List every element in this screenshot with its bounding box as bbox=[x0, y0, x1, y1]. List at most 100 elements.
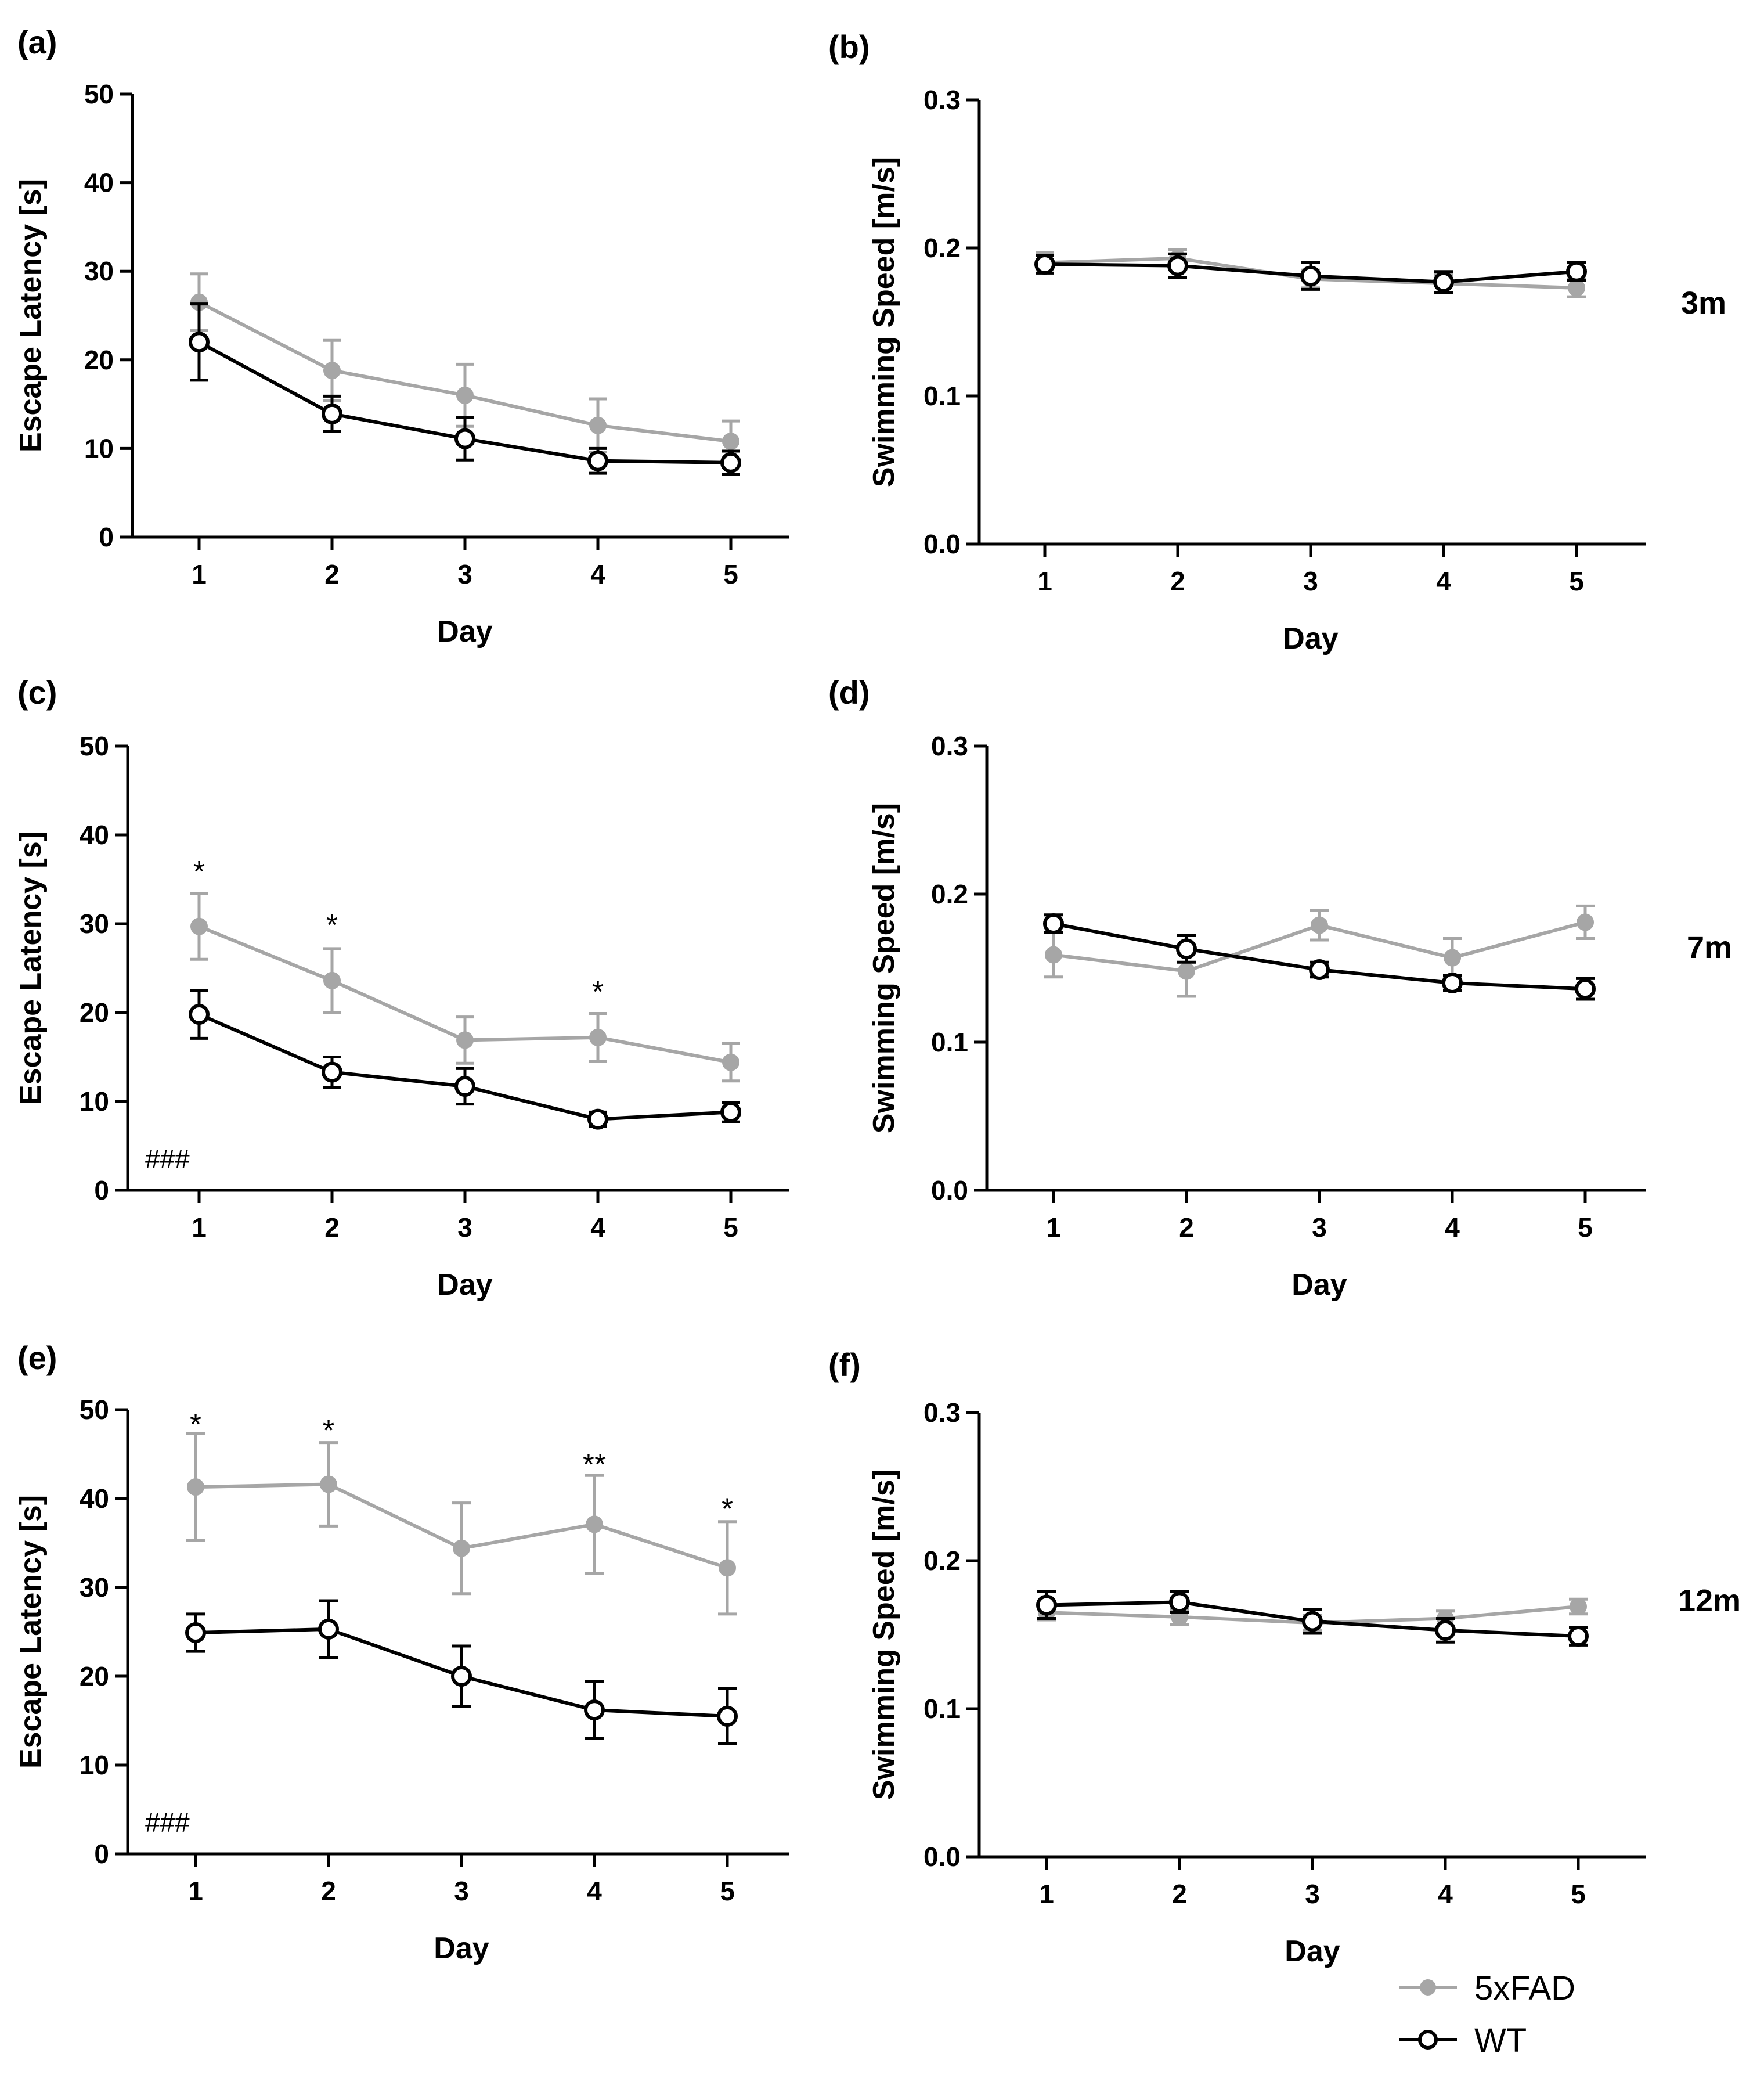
y-axis-title: Escape Latency [s] bbox=[14, 1495, 48, 1769]
significance-marker: * bbox=[326, 909, 338, 942]
y-tick-label: 0.3 bbox=[924, 85, 961, 115]
legend-5xfad-marker bbox=[1399, 1979, 1457, 1996]
x-tick-label: 1 bbox=[1039, 1879, 1054, 1909]
y-tick-label: 40 bbox=[80, 820, 109, 850]
series-wt bbox=[189, 989, 741, 1130]
data-point-wt bbox=[454, 428, 475, 449]
data-point-wt bbox=[1566, 261, 1587, 282]
data-point-5xfad bbox=[722, 433, 739, 451]
significance-marker: * bbox=[190, 1408, 201, 1442]
group-effect-note: ### bbox=[145, 1144, 190, 1174]
legend-item-5xfad: 5xFAD bbox=[1393, 1965, 1718, 2012]
data-point-wt bbox=[1034, 254, 1055, 275]
y-tick-label: 0.0 bbox=[924, 529, 961, 559]
x-tick-label: 3 bbox=[454, 1876, 469, 1906]
age-label: 3m bbox=[1681, 286, 1726, 320]
data-point-wt bbox=[185, 1622, 206, 1644]
data-point-wt bbox=[1435, 1619, 1456, 1641]
data-point-wt bbox=[322, 1061, 342, 1083]
legend-item-wt: WT bbox=[1393, 2018, 1718, 2064]
legend-wt-label: WT bbox=[1474, 2022, 1527, 2059]
y-tick-label: 0.3 bbox=[931, 731, 968, 761]
data-point-wt bbox=[322, 403, 342, 424]
y-axis-title: Swimming Speed [m/s] bbox=[867, 803, 901, 1133]
data-point-wt bbox=[189, 332, 210, 353]
x-tick-label: 4 bbox=[590, 1212, 605, 1243]
panel-label: (c) bbox=[17, 674, 57, 711]
data-point-5xfad bbox=[190, 293, 208, 311]
series-wt bbox=[1043, 913, 1596, 1001]
legend: 5xFAD WT bbox=[1393, 1965, 1718, 2070]
data-point-5xfad bbox=[453, 1539, 470, 1557]
data-point-5xfad bbox=[1178, 962, 1195, 980]
data-point-wt bbox=[587, 450, 608, 471]
y-tick-label: 0.0 bbox=[931, 1175, 968, 1205]
x-tick-label: 5 bbox=[1571, 1879, 1586, 1909]
x-tick-label: 5 bbox=[720, 1876, 735, 1906]
y-tick-label: 0.0 bbox=[924, 1842, 961, 1872]
data-point-5xfad bbox=[1568, 279, 1585, 297]
x-tick-label: 1 bbox=[192, 1212, 207, 1243]
x-tick-label: 2 bbox=[1179, 1212, 1194, 1243]
data-point-wt bbox=[1300, 265, 1321, 287]
data-point-5xfad bbox=[722, 1053, 739, 1071]
data-point-5xfad bbox=[1444, 949, 1461, 967]
data-point-wt bbox=[1169, 1591, 1190, 1613]
data-point-wt bbox=[1568, 1626, 1589, 1647]
x-tick-label: 1 bbox=[1037, 566, 1052, 596]
data-point-wt bbox=[451, 1666, 472, 1687]
y-tick-label: 10 bbox=[84, 433, 114, 463]
x-tick-label: 4 bbox=[1445, 1212, 1460, 1243]
y-tick-label: 40 bbox=[84, 168, 114, 198]
series-wt bbox=[189, 302, 741, 476]
significance-marker: * bbox=[193, 855, 205, 889]
y-tick-label: 0.1 bbox=[931, 1027, 968, 1057]
y-tick-label: 0 bbox=[99, 522, 114, 552]
significance-marker: * bbox=[323, 1414, 334, 1448]
y-tick-label: 0 bbox=[94, 1839, 109, 1869]
data-point-wt bbox=[1442, 973, 1463, 993]
y-axis-title: Swimming Speed [m/s] bbox=[867, 157, 901, 487]
y-tick-label: 30 bbox=[80, 1572, 109, 1602]
data-point-5xfad bbox=[320, 1475, 337, 1493]
data-point-wt bbox=[1043, 913, 1064, 934]
panel-label: (b) bbox=[828, 28, 870, 65]
data-point-wt bbox=[720, 1101, 741, 1123]
x-tick-label: 1 bbox=[188, 1876, 203, 1906]
data-point-wt bbox=[454, 1075, 475, 1097]
y-tick-label: 0.2 bbox=[924, 233, 961, 263]
chart-panel-3: (d) 0.0 0.1 0.2 0.3 1 2 3 4 5 Day Swimming Speed [m… bbox=[828, 674, 1732, 1302]
chart-panel-0: (a) 0 10 20 30 40 50 1 2 3 4 5 Day Escape Latency [s] bbox=[14, 24, 789, 649]
y-tick-label: 30 bbox=[84, 256, 114, 286]
data-point-wt bbox=[587, 1108, 608, 1130]
y-tick-label: 10 bbox=[80, 1086, 109, 1117]
x-axis-title: Day bbox=[1283, 622, 1338, 656]
y-tick-label: 40 bbox=[80, 1483, 109, 1514]
data-point-5xfad bbox=[1045, 946, 1062, 964]
data-point-5xfad bbox=[589, 1028, 607, 1046]
significance-marker: * bbox=[722, 1492, 733, 1526]
data-point-wt bbox=[1433, 271, 1454, 293]
x-tick-label: 5 bbox=[1569, 566, 1584, 596]
x-tick-label: 3 bbox=[1312, 1212, 1327, 1243]
x-tick-label: 1 bbox=[192, 559, 207, 589]
x-tick-label: 5 bbox=[723, 559, 738, 589]
x-tick-label: 3 bbox=[457, 1212, 472, 1243]
significance-marker: ** bbox=[583, 1448, 606, 1482]
x-tick-label: 1 bbox=[1046, 1212, 1061, 1243]
data-point-5xfad bbox=[1311, 916, 1328, 934]
x-tick-label: 3 bbox=[457, 559, 472, 589]
data-point-wt bbox=[318, 1618, 339, 1640]
panel-label: (a) bbox=[17, 24, 57, 60]
series-5xfad bbox=[1044, 904, 1595, 998]
x-tick-label: 5 bbox=[723, 1212, 738, 1243]
x-axis-title: Day bbox=[437, 1268, 492, 1302]
data-point-wt bbox=[1036, 1594, 1057, 1616]
group-effect-note: ### bbox=[145, 1807, 190, 1838]
series-5xfad bbox=[190, 892, 740, 1083]
data-point-wt bbox=[1167, 255, 1188, 276]
x-tick-label: 4 bbox=[590, 559, 605, 589]
legend-wt-marker bbox=[1399, 2030, 1457, 2050]
x-tick-label: 2 bbox=[1170, 566, 1185, 596]
data-point-5xfad bbox=[323, 362, 341, 380]
